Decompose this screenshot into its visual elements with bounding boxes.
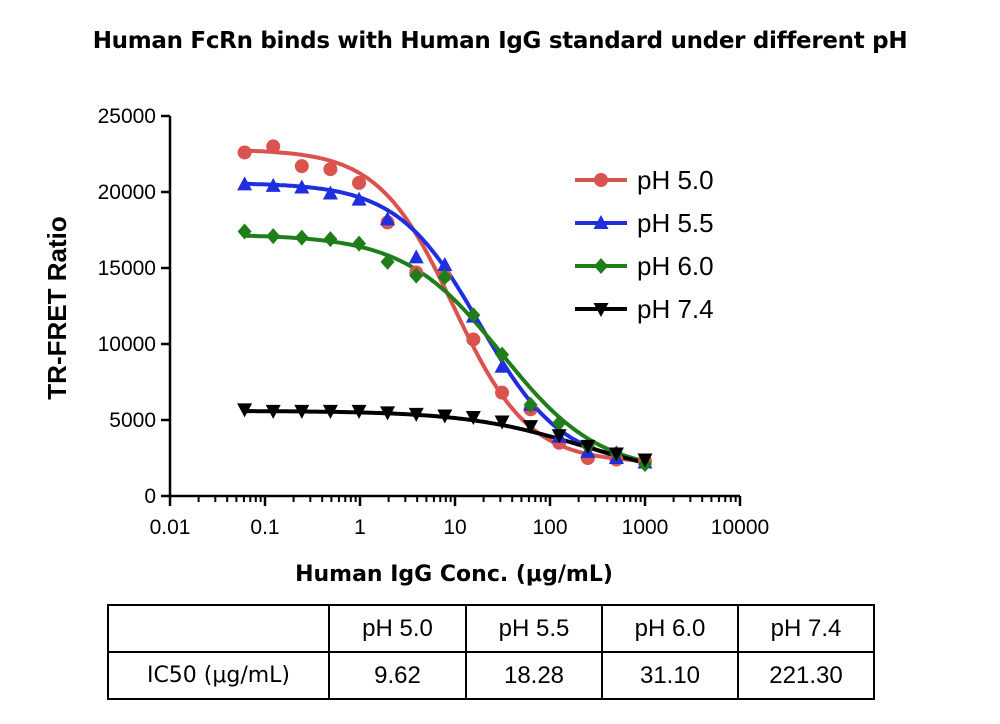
x-axis-label: Human IgG Conc. (μg/mL)	[295, 562, 613, 587]
data-point	[265, 404, 281, 419]
data-point	[466, 307, 481, 324]
data-point	[352, 175, 367, 190]
data-point	[437, 409, 453, 424]
data-point	[523, 396, 538, 413]
data-point	[237, 403, 253, 418]
data-point	[294, 159, 309, 174]
legend-marker	[593, 303, 609, 317]
x-tick-label: 1000	[622, 516, 669, 539]
fit-curve	[244, 233, 646, 464]
chart-title: Human FcRn binds with Human IgG standard…	[92, 28, 908, 54]
x-tick-label: 10	[443, 516, 466, 539]
data-point	[322, 185, 338, 200]
ic50-table: pH 5.0 pH 5.5 pH 6.0 pH 7.4 IC50 (μg/mL)…	[107, 604, 875, 700]
table-header-cell	[107, 604, 330, 653]
data-point	[351, 404, 367, 419]
legend-label: pH 5.0	[637, 165, 714, 195]
data-point	[437, 256, 453, 271]
data-point	[552, 415, 567, 432]
data-point	[523, 420, 539, 435]
table-row-label: IC50 (μg/mL)	[107, 651, 330, 700]
data-point	[409, 267, 424, 284]
y-tick-label: 10000	[98, 333, 156, 356]
y-tick-label: 5000	[109, 409, 156, 432]
data-point	[322, 404, 338, 419]
data-point	[580, 439, 596, 454]
data-point	[380, 253, 395, 270]
data-point	[266, 139, 281, 154]
legend-marker	[594, 258, 608, 274]
legend-label: pH 7.4	[637, 294, 714, 324]
y-tick-label: 20000	[98, 181, 156, 204]
legend-marker	[594, 173, 608, 187]
data-point	[265, 177, 281, 192]
chart-svg: 0 5000 10000 15000 20000 25000 0.01 0.1 1 10 100 10…	[42, 105, 769, 587]
legend-label: pH 5.5	[637, 208, 714, 238]
data-point	[266, 228, 281, 245]
data-point	[437, 269, 452, 286]
data-point	[408, 407, 424, 422]
data-point	[637, 453, 653, 468]
data-point	[465, 410, 481, 425]
table-cell: 31.10	[601, 651, 739, 700]
table-cell: 221.30	[737, 651, 875, 700]
table-header-cell: pH 7.4	[737, 604, 875, 653]
data-point	[495, 346, 510, 363]
data-point	[380, 406, 396, 421]
table-header-cell: pH 5.5	[465, 604, 603, 653]
table-header-row: pH 5.0 pH 5.5 pH 6.0 pH 7.4	[107, 604, 875, 653]
data-point	[494, 358, 510, 373]
x-tick-label: 10000	[711, 516, 769, 539]
y-tick-label: 15000	[98, 257, 156, 280]
x-tick-label: 0.1	[250, 516, 279, 539]
data-point	[408, 249, 424, 264]
y-axis-label: TR-FRET Ratio	[42, 216, 72, 399]
data-point	[551, 429, 567, 444]
data-point	[294, 179, 310, 194]
x-tick-label: 0.01	[150, 516, 191, 539]
data-point	[466, 332, 481, 347]
data-point	[237, 145, 252, 160]
data-point	[323, 162, 338, 177]
x-tick-label: 1	[354, 516, 366, 539]
legend-label: pH 6.0	[637, 251, 714, 281]
data-point	[494, 415, 510, 430]
y-tick-label: 25000	[98, 105, 156, 128]
data-point	[237, 176, 253, 191]
table-cell: 9.62	[328, 651, 467, 700]
data-point	[294, 229, 309, 246]
data-point	[294, 404, 310, 419]
data-point	[351, 191, 367, 206]
x-tick-label: 100	[532, 516, 567, 539]
legend-marker	[593, 215, 609, 229]
data-point	[608, 447, 624, 462]
table-header-cell: pH 6.0	[601, 604, 739, 653]
data-point	[323, 231, 338, 248]
table-header-cell: pH 5.0	[328, 604, 467, 653]
data-point	[380, 211, 396, 226]
data-point	[495, 385, 510, 400]
fit-curve	[244, 148, 646, 463]
table-row: IC50 (μg/mL) 9.62 18.28 31.10 221.30	[107, 651, 875, 700]
y-tick-label: 0	[144, 485, 156, 508]
table-cell: 18.28	[465, 651, 603, 700]
data-point	[237, 223, 252, 240]
data-point	[352, 235, 367, 252]
